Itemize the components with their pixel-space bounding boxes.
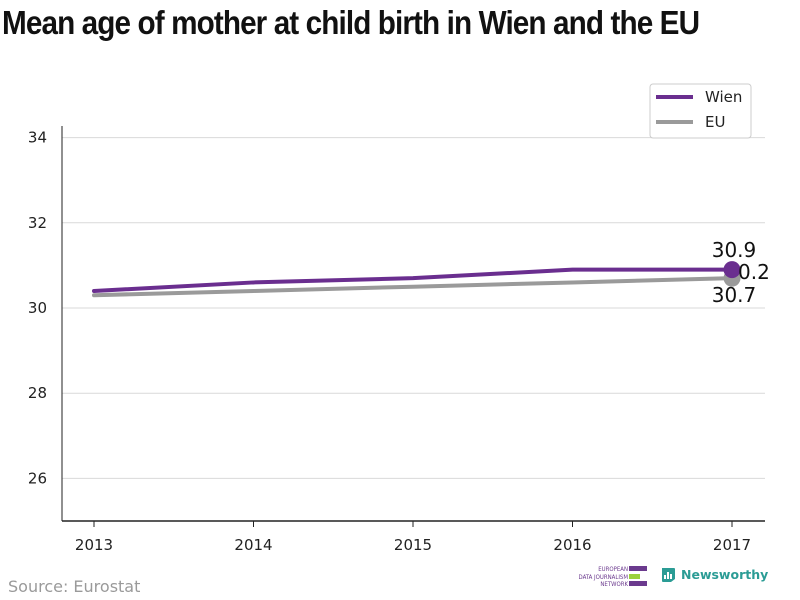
series-line-wien bbox=[92, 267, 734, 293]
x-tick-label: 2017 bbox=[713, 536, 751, 554]
edjnet-line: NETWORK bbox=[600, 581, 628, 588]
y-tick-label: 30 bbox=[28, 299, 47, 317]
footer-logos: EUROPEAN DATA JOURNALISM NETWORK Newswor… bbox=[560, 563, 790, 593]
newsworthy-logo-text: Newsworthy bbox=[681, 567, 769, 582]
edjnet-logo-bars bbox=[629, 566, 647, 588]
y-tick-label: 26 bbox=[28, 469, 47, 487]
source-note: Source: Eurostat bbox=[8, 577, 141, 596]
chart-title: Mean age of mother at child birth in Wie… bbox=[2, 4, 700, 41]
series-line-eu bbox=[92, 276, 734, 298]
data-labels: 30.9 30.70.2 bbox=[712, 238, 770, 307]
gridlines bbox=[62, 137, 765, 479]
legend: Wien EU bbox=[649, 83, 752, 139]
y-tick-label: 34 bbox=[28, 129, 47, 147]
data-label-wien: 30.9 bbox=[712, 238, 757, 262]
series-lines bbox=[92, 267, 734, 298]
y-tick-label: 28 bbox=[28, 384, 47, 402]
edjnet-bar bbox=[629, 573, 640, 579]
edjnet-bar bbox=[629, 581, 647, 586]
x-tick-label: 2013 bbox=[75, 536, 113, 554]
edjnet-bar bbox=[629, 566, 647, 571]
axes: 26 28 30 32 34 2013 2014 2015 2016 2017 bbox=[28, 126, 765, 554]
edjnet-line: EUROPEAN bbox=[598, 566, 628, 573]
legend-label-wien: Wien bbox=[705, 88, 742, 106]
newsworthy-icon bbox=[662, 568, 675, 582]
x-tick-label: 2016 bbox=[553, 536, 591, 554]
x-tick-label: 2015 bbox=[394, 536, 432, 554]
x-tick-label: 2014 bbox=[234, 536, 272, 554]
legend-label-eu: EU bbox=[705, 113, 725, 131]
data-label-difference: 0.2 bbox=[738, 260, 770, 284]
edjnet-logo-text: EUROPEAN DATA JOURNALISM NETWORK bbox=[560, 566, 628, 589]
y-tick-label: 32 bbox=[28, 214, 47, 232]
end-marker-wien bbox=[723, 261, 741, 279]
end-markers bbox=[723, 261, 741, 287]
edjnet-line: DATA JOURNALISM bbox=[578, 573, 628, 581]
data-label-eu: 30.7 bbox=[712, 283, 757, 307]
